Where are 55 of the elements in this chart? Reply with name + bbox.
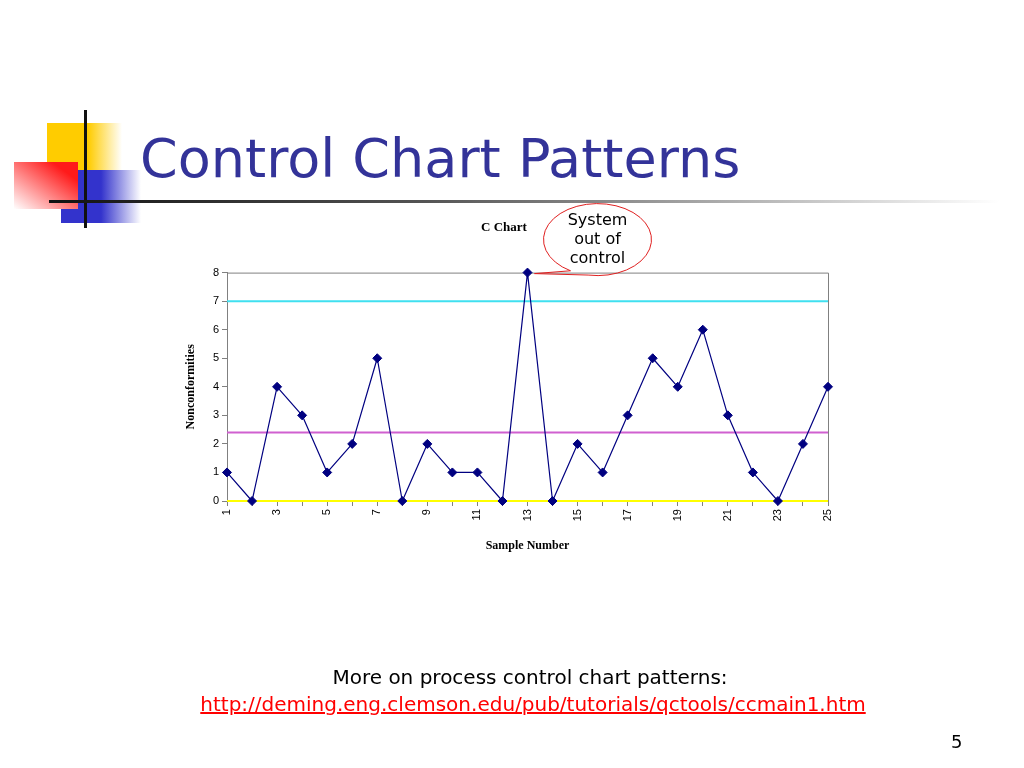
- text: http://deming.eng.clemson.edu/pub/tutorials/qctools/ccmain1.htm: [200, 692, 866, 716]
- point: [297, 410, 308, 421]
- x-tick-label: 21: [720, 509, 733, 522]
- y-tick-label: 8: [212, 265, 219, 278]
- y-tick-label: 4: [212, 379, 219, 392]
- x-tick-label: 7: [370, 509, 383, 516]
- x-tick-label: 13: [520, 509, 533, 522]
- y-tick-label: 3: [212, 408, 219, 421]
- point: [272, 381, 283, 392]
- point: [823, 381, 833, 392]
- point: [322, 467, 333, 478]
- x-tick-label: 17: [620, 509, 633, 522]
- point: [647, 353, 658, 364]
- x-tick-label: 3: [270, 509, 283, 516]
- y-axis-title: Nonconformities: [183, 343, 198, 430]
- y-tick-label: 0: [212, 494, 219, 507]
- y-tick-label: 2: [212, 436, 219, 449]
- x-tick-label: 1: [220, 509, 233, 516]
- point: [397, 496, 408, 506]
- chart-title: Control Chart Patterns: [140, 127, 741, 190]
- x-tick-label: 25: [821, 509, 834, 522]
- point: [472, 467, 483, 478]
- text: More on process control chart patterns:: [332, 665, 728, 689]
- point: [797, 438, 808, 449]
- point: [672, 381, 683, 392]
- x-tick-label: 9: [420, 509, 433, 516]
- chart-subtitle: C Chart: [481, 219, 528, 235]
- point: [697, 324, 708, 335]
- y-tick-label: 7: [212, 294, 219, 307]
- point: [747, 467, 758, 478]
- point: [422, 438, 433, 449]
- y-tick-label: 5: [212, 351, 219, 364]
- point: [372, 353, 383, 364]
- point: [247, 496, 258, 506]
- x-tick-label: 23: [770, 509, 783, 522]
- point: [597, 467, 608, 478]
- point: [622, 410, 633, 421]
- point: [222, 467, 232, 478]
- x-tick-label: 19: [670, 509, 683, 522]
- y-tick-label: 6: [212, 322, 219, 335]
- point: [347, 438, 358, 449]
- y-tick-label: 1: [212, 465, 219, 478]
- text: 5: [951, 731, 963, 753]
- x-tick-label: 11: [470, 509, 483, 521]
- x-tick-label: 15: [570, 509, 583, 522]
- annotation: System out of control: [567, 209, 628, 267]
- point: [522, 267, 533, 278]
- point: [547, 496, 558, 506]
- x-axis-title: Sample Number: [485, 537, 570, 552]
- point: [497, 496, 508, 506]
- point: [572, 438, 583, 449]
- point: [447, 467, 458, 478]
- point: [772, 496, 783, 506]
- point: [722, 410, 733, 421]
- x-tick-label: 5: [320, 509, 333, 516]
